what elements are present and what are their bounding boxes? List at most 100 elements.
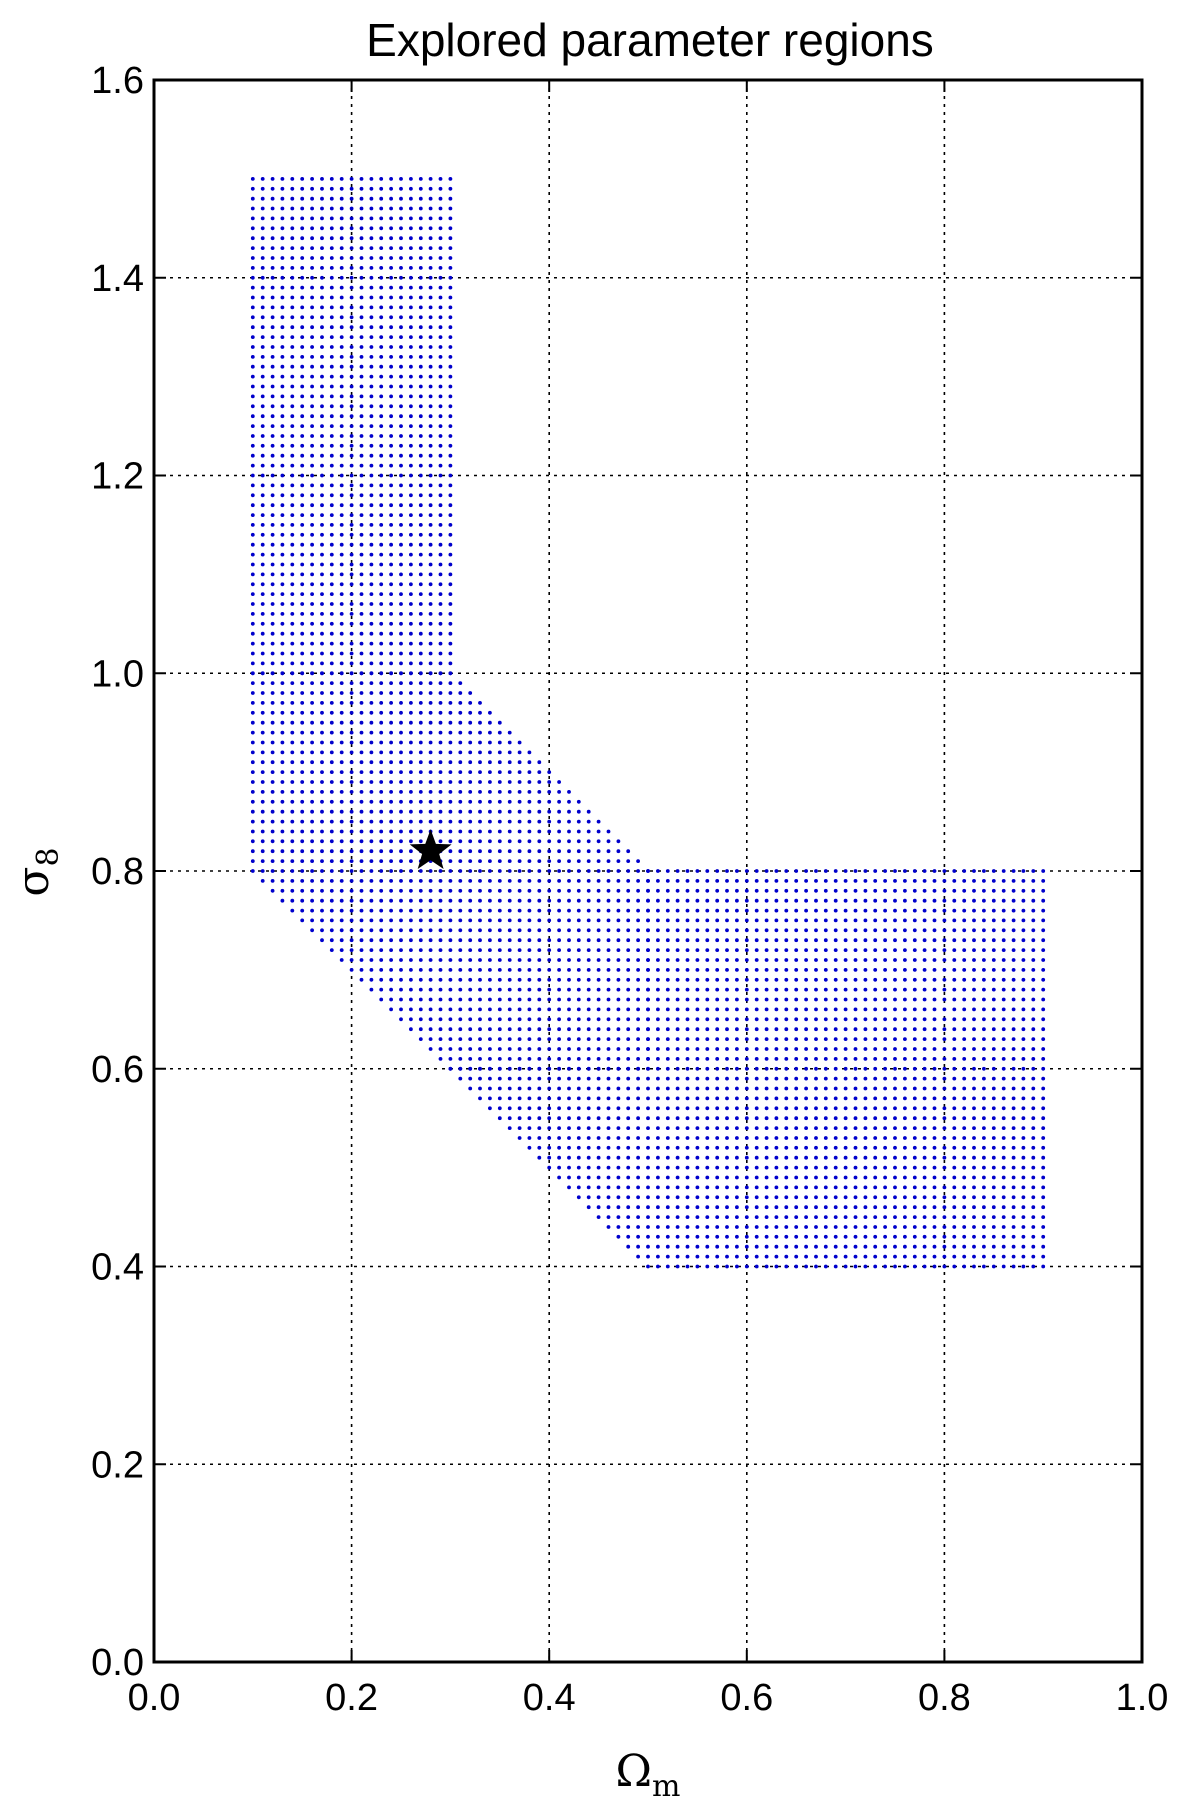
- scatter-point: [656, 1254, 660, 1259]
- scatter-point: [329, 424, 334, 428]
- scatter-point: [399, 542, 403, 547]
- scatter-point: [369, 602, 374, 606]
- scatter-point: [428, 869, 433, 873]
- scatter-point: [646, 908, 650, 913]
- scatter-point: [310, 562, 314, 567]
- scatter-point: [310, 582, 314, 587]
- scatter-point: [310, 275, 314, 280]
- scatter-point: [695, 1244, 700, 1249]
- scatter-point: [497, 1007, 502, 1012]
- scatter-point: [675, 1225, 680, 1229]
- scatter-point: [932, 1225, 937, 1229]
- scatter-point: [290, 661, 295, 666]
- scatter-point: [754, 898, 759, 903]
- scatter-point: [626, 1145, 631, 1150]
- scatter-point: [428, 196, 433, 201]
- scatter-point: [339, 918, 344, 923]
- scatter-point: [250, 177, 255, 181]
- scatter-point: [586, 918, 591, 923]
- scatter-point: [438, 434, 443, 438]
- scatter-point: [982, 1254, 986, 1259]
- scatter-point: [547, 938, 552, 943]
- scatter-point: [339, 879, 344, 883]
- scatter-point: [428, 760, 433, 765]
- scatter-point: [912, 1175, 917, 1180]
- scatter-point: [576, 918, 581, 923]
- scatter-point: [260, 829, 265, 834]
- scatter-point: [488, 710, 492, 715]
- scatter-point: [329, 542, 334, 547]
- scatter-point: [250, 720, 255, 725]
- scatter-point: [389, 335, 393, 339]
- scatter-point: [596, 849, 601, 854]
- scatter-point: [270, 710, 275, 715]
- scatter-point: [557, 1037, 561, 1041]
- scatter-point: [823, 908, 828, 913]
- scatter-point: [320, 453, 324, 458]
- scatter-point: [418, 740, 423, 745]
- scatter-point: [320, 483, 324, 488]
- scatter-point: [903, 1225, 907, 1229]
- scatter-point: [478, 849, 482, 854]
- scatter-point: [438, 414, 443, 419]
- scatter-point: [409, 315, 413, 320]
- scatter-point: [438, 315, 443, 320]
- scatter-point: [468, 1037, 473, 1041]
- scatter-point: [428, 364, 433, 369]
- scatter-point: [300, 710, 305, 715]
- scatter-point: [784, 948, 789, 952]
- scatter-point: [280, 849, 285, 854]
- scatter-point: [922, 987, 927, 992]
- scatter-point: [349, 443, 354, 448]
- scatter-point: [379, 404, 384, 409]
- scatter-point: [409, 651, 413, 656]
- scatter-point: [517, 849, 522, 854]
- scatter-point: [715, 1185, 720, 1190]
- scatter-point: [418, 997, 423, 1002]
- scatter-point: [764, 908, 769, 913]
- scatter-point: [418, 621, 423, 626]
- scatter-point: [250, 839, 255, 844]
- scatter-point: [922, 1185, 927, 1190]
- scatter-point: [616, 1215, 621, 1219]
- scatter-point: [418, 177, 423, 181]
- scatter-point: [626, 1106, 631, 1111]
- scatter-point: [379, 266, 384, 270]
- scatter-point: [438, 948, 443, 952]
- scatter-point: [349, 177, 354, 181]
- scatter-point: [873, 1254, 878, 1259]
- scatter-point: [982, 1096, 986, 1101]
- scatter-point: [409, 819, 413, 824]
- scatter-point: [359, 602, 364, 606]
- scatter-point: [409, 552, 413, 557]
- scatter-point: [270, 246, 275, 251]
- scatter-point: [320, 592, 324, 596]
- scatter-point: [685, 977, 690, 982]
- scatter-point: [458, 1066, 463, 1071]
- scatter-point: [497, 928, 502, 933]
- scatter-point: [369, 256, 374, 260]
- scatter-point: [814, 1136, 818, 1140]
- scatter-point: [547, 799, 552, 804]
- scatter-point: [270, 612, 275, 616]
- scatter-point: [349, 602, 354, 606]
- scatter-point: [300, 335, 305, 339]
- scatter-point: [369, 364, 374, 369]
- scatter-point: [468, 859, 473, 863]
- x-tick-label: 0.8: [918, 1677, 971, 1719]
- scatter-point: [399, 928, 403, 933]
- scatter-point: [488, 928, 492, 933]
- scatter-point: [389, 523, 393, 527]
- scatter-point: [725, 1007, 729, 1012]
- scatter-point: [833, 1007, 838, 1012]
- scatter-point: [903, 869, 907, 873]
- scatter-point: [418, 641, 423, 646]
- scatter-point: [1011, 1047, 1016, 1051]
- scatter-point: [725, 879, 729, 883]
- scatter-point: [567, 859, 571, 863]
- scatter-point: [833, 968, 838, 972]
- scatter-point: [280, 523, 285, 527]
- scatter-point: [942, 898, 947, 903]
- scatter-point: [468, 760, 473, 765]
- scatter-point: [409, 938, 413, 943]
